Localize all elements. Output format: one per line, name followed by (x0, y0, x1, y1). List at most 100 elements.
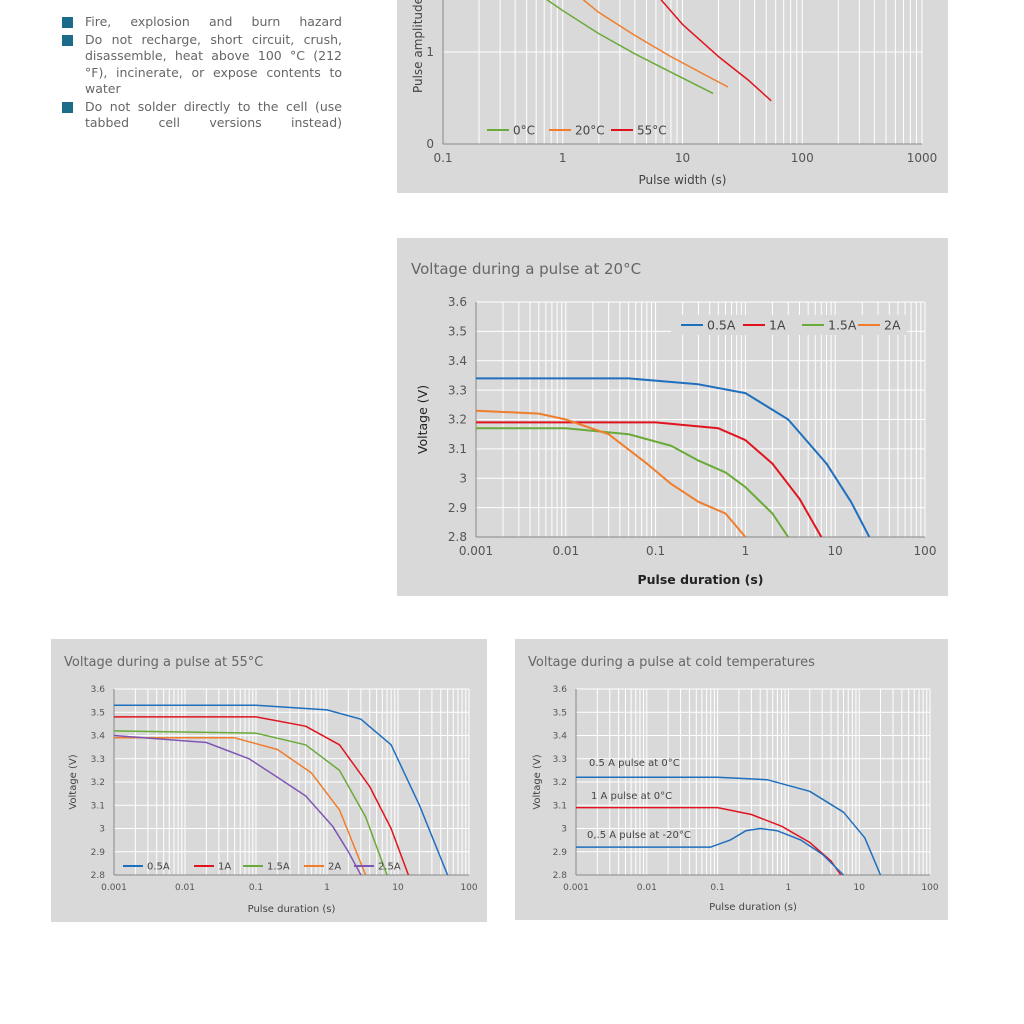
y-tick-label: 2.9 (91, 848, 106, 858)
series-line-55-c (660, 0, 772, 102)
x-tick-label: 0.001 (563, 883, 589, 893)
x-tick-label: 100 (460, 883, 477, 893)
legend: 0.5 A pulse at 0°C 1 A pulse at 0°C 0,.5 A… (587, 758, 691, 841)
legend-label: 0°C (513, 123, 535, 137)
legend-label: 1.5A (828, 318, 857, 333)
x-tick-label: 1 (742, 544, 750, 558)
y-tick-label: 0 (426, 137, 434, 151)
square-bullet-icon (62, 101, 73, 113)
legend-label: 2.5A (378, 862, 401, 873)
chart-voltage-cold: 0.001 0.01 0.1 1 10 100 2.8 2.9 3 3.1 3.2 3.3 3.4 3.5… (532, 685, 939, 913)
square-bullet-icon (62, 17, 73, 28)
chart-voltage-55c: 0.001 0.01 0.1 1 10 100 2.8 2.9 3 3.1 3.2 3.3 3.4 3.5… (68, 685, 478, 915)
chart-title: Voltage during a pulse at 55°C (64, 655, 264, 670)
y-tick-label: 3.5 (448, 325, 467, 339)
gridlines (113, 688, 470, 876)
warning-text: Do not solder directly to the cell (use … (85, 98, 342, 131)
y-tick-label: 2.8 (553, 871, 568, 881)
series-group (576, 776, 882, 875)
series-group (475, 377, 871, 537)
warning-item: Do not solder directly to the cell (use … (62, 99, 342, 132)
y-axis-label: Pulse amplitude (411, 0, 425, 93)
legend-label: 0.5A (147, 862, 170, 873)
series-line-20-c (582, 0, 729, 88)
series-line-1a (114, 716, 410, 875)
chart-title: Voltage during a pulse at cold temperatu… (528, 655, 815, 670)
legend-label: 1A (769, 318, 786, 333)
x-tick-label: 100 (921, 883, 938, 893)
y-axis-label: Voltage (V) (68, 754, 79, 809)
legend: 0.5A 1A 1.5A 2A (671, 315, 907, 335)
warning-text: Fire, explosion and burn hazard (85, 14, 342, 29)
x-tick-label: 0.01 (552, 544, 579, 558)
y-tick-label: 3 (459, 471, 467, 485)
x-tick-label: 0.1 (433, 151, 452, 165)
x-tick-label: 10 (828, 544, 843, 558)
legend-label: 1.5A (267, 862, 290, 873)
legend-label: 0.5A (707, 318, 736, 333)
chart-pulse-amplitude: 0.1 1 10 100 1000 0 1 Pulse width (s) Pulse ampl… (411, 0, 938, 187)
x-tick-label: 100 (914, 544, 937, 558)
x-tick-label: 0.1 (249, 883, 263, 893)
y-tick-label: 2.8 (91, 871, 106, 881)
y-tick-label: 3.3 (91, 755, 105, 765)
y-tick-label: 3.2 (91, 778, 105, 788)
chart-body: 0.001 0.01 0.1 1 10 100 2.8 2.9 3 3.1 3.2 3.3 3.4 3.5… (532, 685, 939, 913)
legend-label: 0,.5 A pulse at -20°C (587, 830, 691, 841)
series-line-1a (476, 421, 823, 537)
legend-label: 1 A pulse at 0°C (591, 791, 672, 802)
x-axis-label: Pulse duration (s) (637, 572, 763, 587)
chart-panel-pulse-amplitude: 0.1 1 10 100 1000 0 1 Pulse width (s) Pulse ampl… (397, 0, 948, 193)
y-tick-label: 3.4 (553, 732, 568, 742)
y-tick-label: 3.6 (91, 685, 106, 695)
series-line-0-c (546, 0, 714, 95)
y-tick-label: 3 (99, 825, 105, 835)
y-tick-label: 3.2 (553, 778, 567, 788)
warning-text: Do not recharge, short circuit, crush, d… (85, 31, 342, 97)
x-tick-label: 10 (392, 883, 404, 893)
chart-voltage-20c: 0.001 0.01 0.1 1 10 100 2.8 2.9 3 3.1 3.2 3.3 3.4 3.5… (415, 295, 936, 587)
y-tick-label: 3.6 (448, 295, 467, 309)
series-group (546, 0, 772, 102)
legend-label: 0.5 A pulse at 0°C (589, 758, 680, 769)
y-axis-label: Voltage (V) (532, 754, 543, 809)
legend-label: 2A (328, 862, 341, 873)
safety-warnings-list: Fire, explosion and burn hazard Do not r… (62, 14, 342, 133)
series-line-1-5a (476, 427, 790, 537)
y-tick-label: 3.1 (553, 801, 567, 811)
legend: 0.5A 1A 1.5A 2A 2.5A (123, 862, 401, 873)
chart-body: 0.001 0.01 0.1 1 10 100 2.8 2.9 3 3.1 3.2 3.3 3.4 3.5… (68, 685, 478, 915)
y-tick-label: 3.3 (553, 755, 567, 765)
x-tick-label: 0.1 (710, 883, 724, 893)
chart-panel-cold: Voltage during a pulse at cold temperatu… (515, 639, 948, 920)
legend-label: 20°C (575, 123, 605, 137)
y-tick-label: 2.9 (448, 501, 467, 515)
series-line-2-5a (113, 734, 362, 875)
chart-title: Voltage during a pulse at 20°C (411, 260, 642, 278)
series-line-0-5-a-pulse-at-0-c (576, 776, 882, 875)
gridlines (575, 688, 931, 876)
x-tick-label: 1 (324, 883, 330, 893)
legend-label: 55°C (637, 123, 667, 137)
y-tick-label: 3.1 (448, 442, 467, 456)
series-line-0-5a (476, 377, 871, 537)
y-tick-label: 3.4 (448, 354, 467, 368)
y-tick-label: 3.4 (91, 732, 106, 742)
legend-background (671, 315, 907, 335)
series-line-2a (114, 737, 367, 875)
y-tick-label: 3.6 (553, 685, 568, 695)
series-line-1-5a (113, 730, 388, 875)
x-axis-label: Pulse duration (s) (248, 904, 336, 915)
x-tick-label: 0.01 (175, 883, 195, 893)
y-tick-label: 3.3 (448, 383, 467, 397)
y-tick-label: 1 (426, 45, 434, 59)
y-tick-label: 3 (561, 825, 567, 835)
y-tick-label: 3.2 (448, 413, 467, 427)
series-line-0-5-a-pulse-at-20-c (576, 827, 845, 875)
warning-item: Do not recharge, short circuit, crush, d… (62, 32, 342, 98)
x-tick-label: 1000 (907, 151, 938, 165)
chart-body: 0.001 0.01 0.1 1 10 100 2.8 2.9 3 3.1 3.2 3.3 3.4 3.5… (415, 295, 936, 587)
x-tick-label: 0.001 (459, 544, 493, 558)
y-tick-label: 2.9 (553, 848, 568, 858)
x-tick-label: 0.01 (637, 883, 657, 893)
